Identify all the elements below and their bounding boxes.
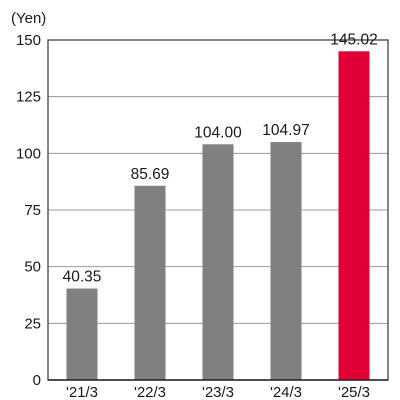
y-tick-label: 25: [24, 315, 41, 332]
y-tick-label: 0: [33, 372, 41, 389]
y-tick-label: 100: [16, 145, 41, 162]
bar: [66, 288, 98, 380]
y-tick-label: 75: [24, 202, 41, 219]
bar: [134, 185, 166, 380]
y-tick-label: 125: [16, 89, 41, 106]
bar: [202, 144, 234, 380]
bar: [270, 142, 302, 380]
y-tick-label: 50: [24, 259, 41, 276]
x-tick-label: '25/3: [338, 384, 370, 400]
y-tick-label: 150: [16, 32, 41, 49]
x-tick-label: '21/3: [66, 384, 98, 400]
plot-frame: [47, 39, 389, 381]
data-label: 104.97: [262, 122, 309, 139]
data-label: 40.35: [63, 269, 102, 286]
x-tick-label: '22/3: [134, 384, 166, 400]
data-label: 85.69: [131, 166, 170, 183]
labels: 0 25 50 75 100 125 150 40.35 '21/3 85.69 '22/3 104.…: [16, 31, 378, 400]
y-axis-unit-label: (Yen): [11, 10, 46, 27]
data-label: 104.00: [194, 124, 242, 141]
x-tick-label: '23/3: [202, 384, 234, 400]
data-label: 145.02: [330, 31, 377, 48]
bar: [338, 51, 370, 381]
bars: [66, 51, 370, 381]
x-tick-label: '24/3: [270, 384, 302, 400]
